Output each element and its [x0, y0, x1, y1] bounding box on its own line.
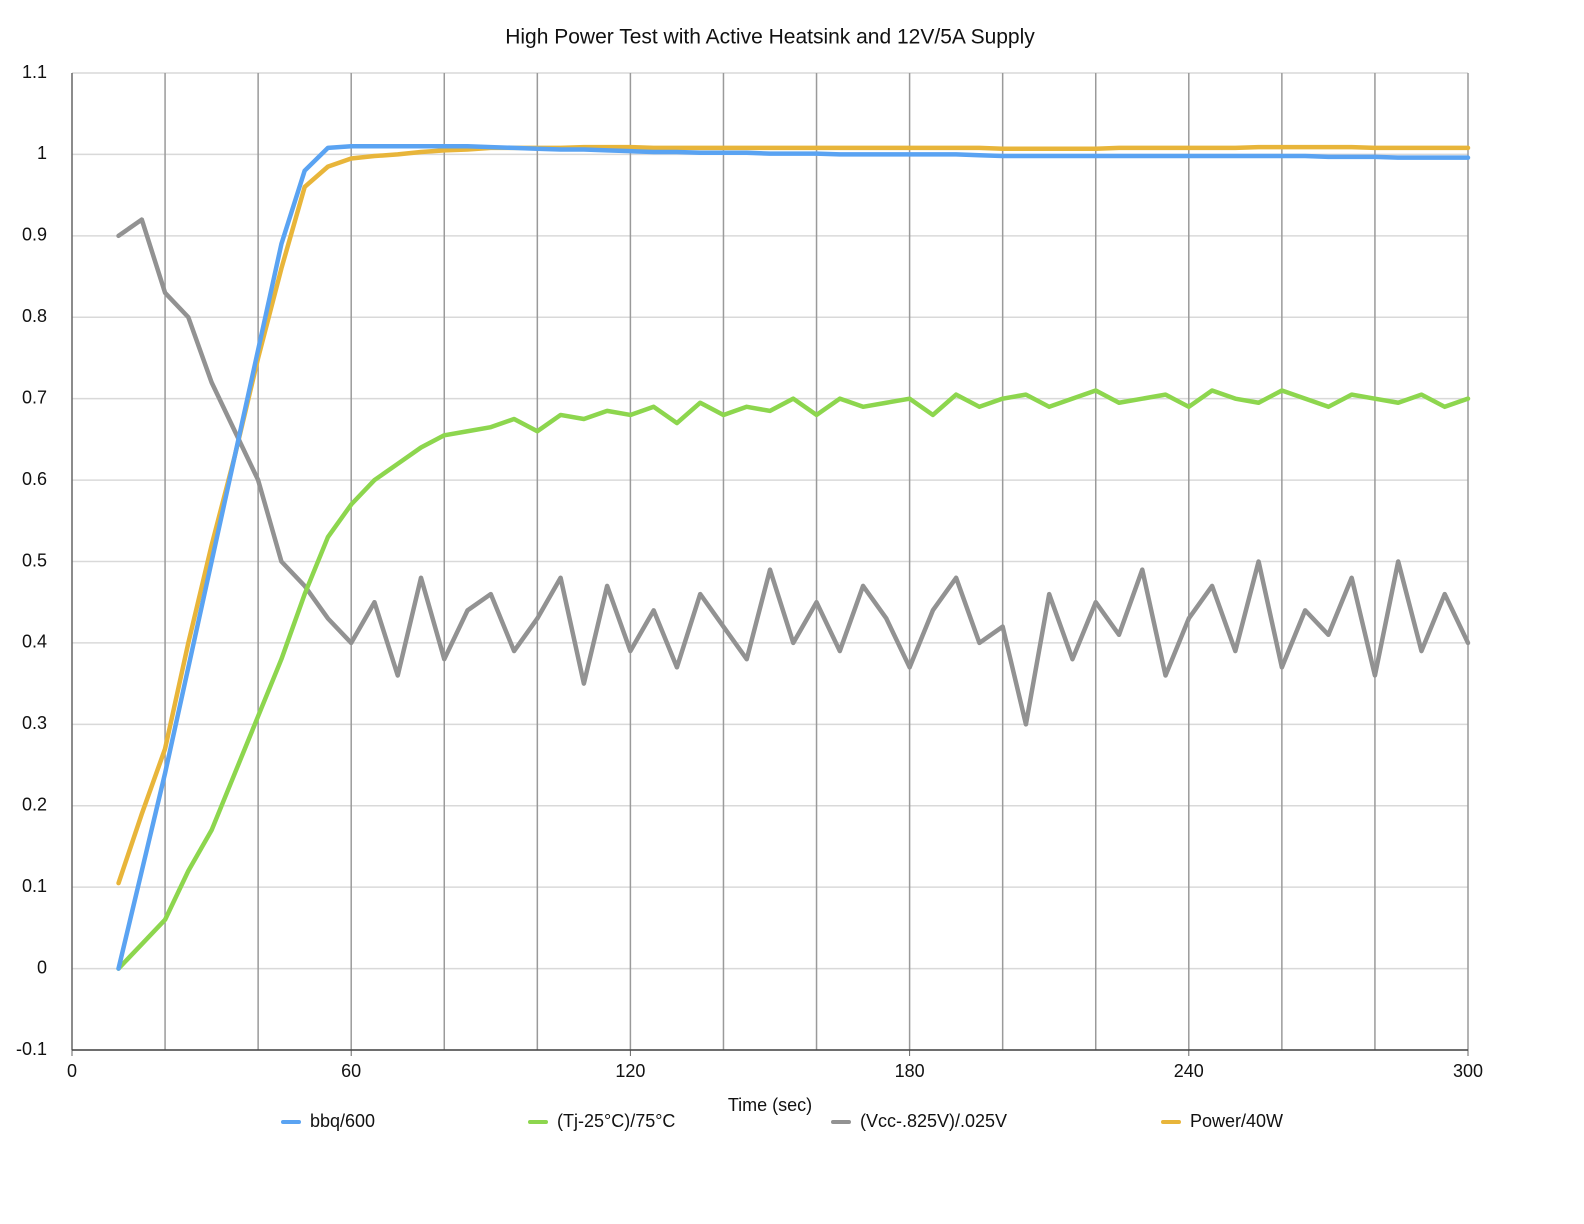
y-tick-label: 0.9 — [22, 225, 47, 245]
series-line — [116, 144, 1471, 971]
y-tick-label: 0.5 — [22, 550, 47, 570]
y-tick-label: 1.1 — [22, 62, 47, 82]
y-tick-label: 0.7 — [22, 387, 47, 407]
y-tick-label: 0.8 — [22, 306, 47, 326]
x-tick-label: 60 — [341, 1061, 361, 1081]
x-tick-label: 240 — [1174, 1061, 1204, 1081]
y-tick-label: 0 — [37, 957, 47, 977]
y-tick-label: 0.2 — [22, 795, 47, 815]
series-line — [116, 144, 1471, 886]
series-line — [116, 217, 1471, 727]
x-axis-label: Time (sec) — [728, 1095, 812, 1115]
y-tick-label: 0.6 — [22, 469, 47, 489]
chart-title: High Power Test with Active Heatsink and… — [505, 26, 1035, 49]
legend-label: Power/40W — [1190, 1111, 1283, 1131]
y-tick-label: -0.1 — [16, 1039, 47, 1059]
y-tick-label: 0.4 — [22, 632, 47, 652]
x-tick-label: 120 — [615, 1061, 645, 1081]
y-tick-label: 0.3 — [22, 713, 47, 733]
x-tick-label: 0 — [67, 1061, 77, 1081]
x-tick-label: 180 — [895, 1061, 925, 1081]
series-line — [116, 388, 1471, 971]
legend-label: (Vcc-.825V)/.025V — [860, 1111, 1007, 1131]
y-tick-label: 1 — [37, 143, 47, 163]
x-tick-label: 300 — [1453, 1061, 1483, 1081]
legend-label: (Tj-25°C)/75°C — [557, 1111, 675, 1131]
legend-label: bbq/600 — [310, 1111, 375, 1131]
y-tick-label: 0.1 — [22, 876, 47, 896]
